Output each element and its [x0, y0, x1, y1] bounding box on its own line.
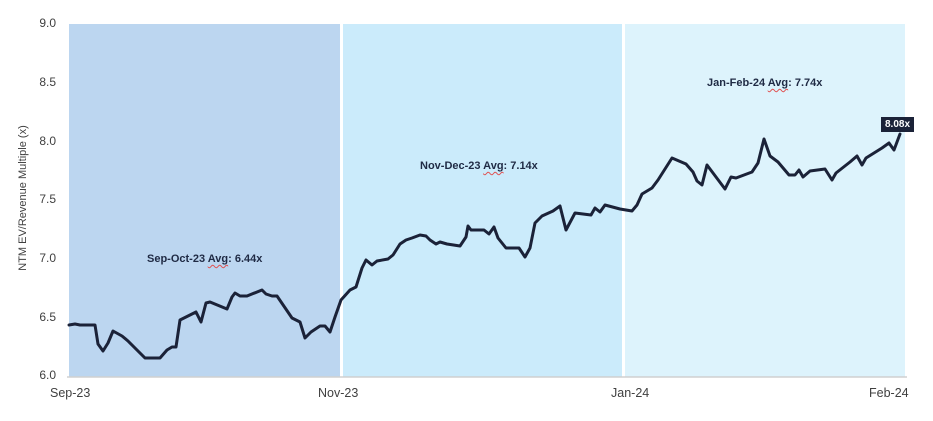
y-tick-8.0: 8.0	[39, 134, 56, 148]
annotation-avg-word: Avg	[483, 160, 504, 172]
y-tick-7.5: 7.5	[39, 192, 56, 206]
end-value-badge: 8.08x	[881, 117, 915, 132]
shaded-period-regions	[69, 24, 905, 377]
annotation-period: Sep-Oct-23	[147, 253, 208, 265]
x-tick-sep-23: Sep-23	[50, 386, 91, 400]
x-tick-nov-23: Nov-23	[318, 386, 359, 400]
jan-feb-avg-annotation: Jan-Feb-24 Avg: 7.74x	[707, 77, 822, 89]
annotation-period: Jan-Feb-24	[707, 77, 768, 89]
shaded-region-nov-dec-23	[343, 24, 622, 377]
y-tick-6.5: 6.5	[39, 310, 56, 324]
annotation-value: : 7.74x	[788, 77, 823, 89]
y-tick-8.5: 8.5	[39, 75, 56, 89]
y-axis-label: NTM EV/Revenue Multiple (x)	[17, 125, 29, 271]
nov-dec-avg-annotation: Nov-Dec-23 Avg: 7.14x	[420, 160, 538, 172]
annotation-avg-word: Avg	[207, 253, 229, 265]
annotation-value: : 6.44x	[228, 253, 263, 265]
annotation-avg-word: Avg	[767, 77, 789, 89]
y-tick-6.0: 6.0	[39, 368, 56, 382]
x-tick-feb-24: Feb-24	[869, 386, 909, 400]
shaded-region-jan-feb-24	[625, 24, 905, 377]
sep-oct-avg-annotation: Sep-Oct-23 Avg: 6.44x	[147, 253, 262, 265]
multiple-line-series	[67, 132, 902, 360]
y-tick-7.0: 7.0	[39, 251, 56, 265]
y-tick-9.0: 9.0	[39, 16, 56, 30]
x-tick-jan-24: Jan-24	[611, 386, 650, 400]
annotation-period: Nov-Dec-23	[420, 160, 484, 172]
annotation-value: : 7.14x	[503, 160, 538, 172]
